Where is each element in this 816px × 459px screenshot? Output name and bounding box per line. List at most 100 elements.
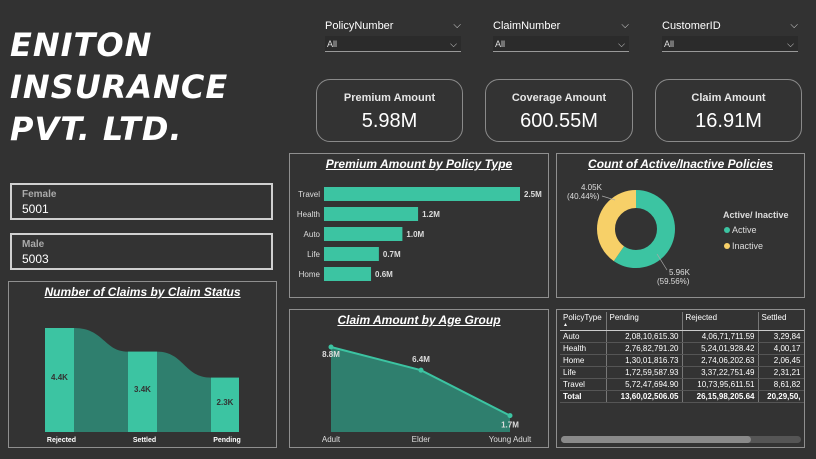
data-label: 1.7M xyxy=(501,421,519,430)
bar-pending xyxy=(211,377,239,432)
category-label: Rejected xyxy=(47,437,76,444)
table-cell: 8,61,82 xyxy=(758,378,804,391)
table-cell: Life xyxy=(560,366,607,379)
data-point xyxy=(418,367,424,373)
kpi-label: Coverage Amount xyxy=(511,92,607,104)
table-cell: 2,76,82,791.20 xyxy=(606,342,683,355)
slicer-customer-id[interactable]: CustomerID ⌵ All ⌵ xyxy=(662,20,798,52)
claim-by-age-chart-card: Claim Amount by Age Group 8.8M Adult 6.4M E… xyxy=(289,309,549,448)
kpi-coverage-amount: Coverage Amount 600.55M xyxy=(485,79,633,142)
chevron-down-icon[interactable]: ⌵ xyxy=(790,20,798,31)
active-inactive-chart-card: Count of Active/Inactive Policies 4.05K(… xyxy=(556,153,805,298)
legend-marker xyxy=(724,227,730,233)
table-cell: 5,24,01,928.42 xyxy=(682,342,759,355)
data-label: 6.4M xyxy=(412,355,430,364)
slicer-policy-number[interactable]: PolicyNumber ⌵ All ⌵ xyxy=(325,20,461,52)
leader-line xyxy=(601,195,616,201)
kpi-claim-amount: Claim Amount 16.91M xyxy=(655,79,802,142)
kpi-label: Premium Amount xyxy=(343,92,436,104)
table-cell: 2,08,10,615.30 xyxy=(606,330,683,343)
slice-inactive xyxy=(597,190,675,268)
column-header[interactable]: Rejected xyxy=(682,312,759,331)
column-header[interactable]: Pending xyxy=(606,312,683,331)
policy-status-matrix: PolicyType ▲ Pending Rejected Settled Auto 2,… xyxy=(560,312,804,403)
legend-title: Active/ Inactive xyxy=(723,210,789,220)
table-cell: 2,31,21 xyxy=(758,366,804,379)
male-count-card: Male 5003 xyxy=(10,233,273,270)
legend-item: Active xyxy=(732,225,757,235)
table-cell: 4,00,17 xyxy=(758,342,804,355)
leader-line xyxy=(656,253,668,271)
bar-travel xyxy=(324,187,520,201)
bar-auto xyxy=(324,227,403,241)
column-header[interactable]: PolicyType ▲ xyxy=(560,312,607,331)
kpi-premium-amount: Premium Amount 5.98M xyxy=(316,79,463,142)
chevron-down-icon: ⌵ xyxy=(450,39,457,49)
slicer-label: ClaimNumber xyxy=(493,20,561,32)
table-cell: Total xyxy=(560,389,607,403)
slice-value-label: 4.05K xyxy=(581,183,603,192)
data-label: 1.2M xyxy=(422,210,440,219)
kpi-value: 5.98M xyxy=(361,110,418,132)
category-label: Elder xyxy=(412,435,431,444)
category-label: Auto xyxy=(304,230,321,239)
table-row: Travel 5,72,47,694.90 10,73,95,611.51 8,61,… xyxy=(560,378,804,391)
kpi-value: 16.91M xyxy=(695,110,762,132)
data-label: 1.0M xyxy=(406,230,424,239)
area-fill xyxy=(331,347,510,432)
chart-title: Count of Active/Inactive Policies xyxy=(588,157,773,171)
slice-pct-label: (40.44%) xyxy=(567,192,600,201)
table-row: Home 1,30,01,816.73 2,74,06,202.63 2,06,45 xyxy=(560,354,804,367)
chevron-down-icon[interactable]: ⌵ xyxy=(621,20,629,31)
gender-value: 5003 xyxy=(22,252,49,266)
slice-pct-label: (59.56%) xyxy=(657,277,690,286)
table-cell: 5,72,47,694.90 xyxy=(606,378,683,391)
kpi-label: Claim Amount xyxy=(691,92,766,104)
company-name-line-2: INSURANCE xyxy=(10,68,229,106)
company-name-line-3: PVT. LTD. xyxy=(10,110,183,148)
table-total-row: Total 13,60,02,506.05 26,15,98,205.64 20,29… xyxy=(560,389,804,403)
chevron-down-icon[interactable]: ⌵ xyxy=(453,20,461,31)
data-point xyxy=(507,413,513,419)
claim-number-dropdown[interactable]: All ⌵ xyxy=(493,36,629,52)
sort-ascending-icon[interactable]: ▲ xyxy=(563,322,568,328)
bar-rejected xyxy=(45,328,74,432)
table-cell: 4,06,71,711.59 xyxy=(682,330,759,343)
slicer-claim-number[interactable]: ClaimNumber ⌵ All ⌵ xyxy=(493,20,629,52)
bar-life xyxy=(324,247,379,261)
category-label: Travel xyxy=(298,190,320,199)
dropdown-value: All xyxy=(495,39,506,49)
scrollbar-thumb[interactable] xyxy=(561,436,751,443)
kpi-value: 600.55M xyxy=(520,110,598,132)
dropdown-value: All xyxy=(327,39,338,49)
table-cell: 3,29,84 xyxy=(758,330,804,343)
policy-number-dropdown[interactable]: All ⌵ xyxy=(325,36,461,52)
table-cell: 3,37,22,751.49 xyxy=(682,366,759,379)
slice-value-label: 5.96K xyxy=(669,268,691,277)
table-cell: 1,72,59,587.93 xyxy=(606,366,683,379)
category-label: Adult xyxy=(322,435,341,444)
legend-item: Inactive xyxy=(732,241,763,251)
category-label: Pending xyxy=(213,437,241,444)
customer-id-dropdown[interactable]: All ⌵ xyxy=(662,36,798,52)
category-label: Young Adult xyxy=(489,435,532,444)
slicer-label: CustomerID xyxy=(662,20,721,32)
policy-status-matrix-card: PolicyType ▲ Pending Rejected Settled Auto 2,… xyxy=(556,309,805,448)
chart-title: Number of Claims by Claim Status xyxy=(44,285,241,299)
data-label: 3.4K xyxy=(134,385,151,394)
chart-title: Premium Amount by Policy Type xyxy=(325,157,513,171)
legend-marker xyxy=(724,243,730,249)
bar-settled xyxy=(128,351,157,432)
data-label: 2.5M xyxy=(524,190,542,199)
table-cell: 10,73,95,611.51 xyxy=(682,378,759,391)
premium-by-policy-chart: Travel 2.5M Health 1.2M Auto 1.0M Life 0.7M Home… xyxy=(297,187,542,281)
table-cell: 1,30,01,816.73 xyxy=(606,354,683,367)
premium-by-policy-chart-card: Premium Amount by Policy Type Travel 2.5M… xyxy=(289,153,549,298)
table-cell: 2,06,45 xyxy=(758,354,804,367)
category-label: Settled xyxy=(133,437,156,444)
horizontal-scrollbar[interactable] xyxy=(561,436,801,443)
data-point xyxy=(328,344,334,350)
company-logo: ENITON INSURANCE PVT. LTD. xyxy=(10,24,280,150)
column-header[interactable]: Settled xyxy=(758,312,804,331)
category-label: Life xyxy=(307,250,320,259)
